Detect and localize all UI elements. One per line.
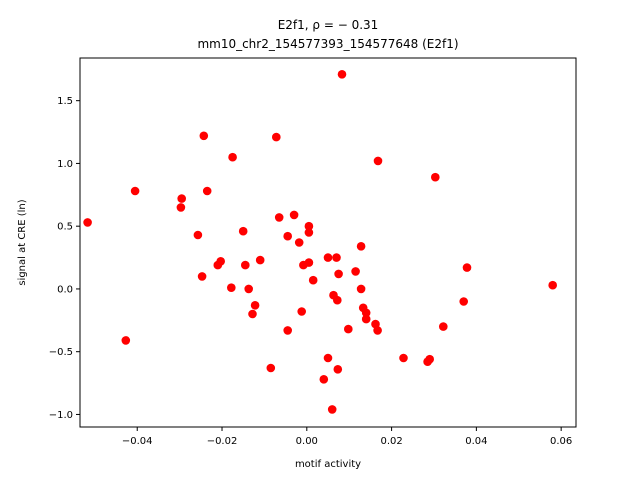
y-tick-label: −1.0 — [49, 410, 73, 421]
data-point-57 — [459, 297, 469, 306]
data-point-28 — [304, 258, 314, 267]
x-tick-label: −0.02 — [207, 436, 238, 447]
data-point-45 — [356, 284, 366, 294]
data-point-48 — [361, 314, 371, 324]
data-point-40 — [334, 269, 343, 279]
chart-title-line1: E2f1, ρ = − 0.31 — [278, 18, 379, 32]
y-axis-label: signal at CRE (ln) — [17, 199, 28, 285]
x-axis-ticks: −0.04 −0.02 0.00 0.02 0.04 0.06 — [122, 427, 572, 447]
data-point-56 — [439, 322, 448, 331]
y-axis-ticks: −1.0 −0.5 0.0 0.5 1.0 1.5 — [49, 96, 80, 421]
data-point-32 — [319, 375, 329, 384]
data-point-23 — [283, 231, 293, 241]
x-tick-label: 0.06 — [550, 436, 572, 447]
data-point-33 — [323, 253, 333, 262]
x-tick-label: 0.00 — [296, 436, 318, 447]
y-tick-label: 1.5 — [57, 96, 73, 107]
data-point-4 — [176, 203, 186, 212]
data-point-2 — [130, 186, 140, 196]
data-point-58 — [462, 263, 472, 272]
data-point-43 — [351, 267, 360, 276]
plot-frame — [79, 57, 577, 428]
x-tick-label: 0.02 — [380, 436, 402, 447]
data-point-6 — [197, 272, 207, 281]
data-point-10 — [216, 257, 225, 266]
chart-title-line2: mm10_chr2_154577393_154577648 (E2f1) — [197, 37, 458, 51]
data-point-55 — [431, 172, 440, 182]
data-point-18 — [255, 255, 265, 265]
data-point-52 — [399, 353, 408, 363]
data-point-8 — [202, 186, 212, 196]
data-point-42 — [344, 324, 353, 334]
data-point-50 — [373, 326, 382, 335]
data-point-16 — [248, 309, 257, 319]
data-point-35 — [327, 405, 337, 414]
data-point-31 — [308, 275, 318, 285]
data-point-47 — [361, 308, 371, 318]
data-point-37 — [332, 253, 341, 262]
x-tick-label: −0.04 — [122, 436, 153, 447]
data-point-41 — [337, 70, 347, 79]
data-point-5 — [193, 230, 203, 240]
data-point-44 — [356, 242, 366, 251]
data-points — [83, 70, 557, 414]
data-point-30 — [304, 228, 314, 237]
data-point-21 — [274, 213, 284, 222]
data-point-29 — [304, 221, 314, 231]
y-tick-label: −0.5 — [49, 347, 73, 358]
data-point-11 — [227, 283, 236, 293]
data-point-51 — [373, 156, 383, 166]
data-point-25 — [294, 238, 304, 247]
data-point-0 — [83, 218, 92, 227]
data-point-14 — [241, 260, 250, 270]
data-point-24 — [289, 210, 299, 220]
data-point-34 — [323, 353, 333, 363]
data-point-19 — [266, 363, 276, 373]
data-point-54 — [425, 354, 435, 364]
data-point-17 — [250, 301, 260, 310]
data-point-38 — [333, 295, 342, 305]
y-tick-label: 1.0 — [57, 159, 73, 170]
data-point-26 — [297, 307, 307, 316]
data-point-59 — [548, 280, 557, 290]
data-point-15 — [244, 284, 253, 294]
data-point-13 — [238, 226, 248, 236]
data-point-22 — [283, 326, 293, 335]
data-point-39 — [333, 365, 343, 374]
data-point-20 — [272, 132, 281, 142]
x-axis-label: motif activity — [295, 459, 361, 470]
data-point-1 — [121, 336, 131, 345]
data-point-12 — [228, 152, 237, 162]
y-tick-label: 0.5 — [57, 222, 73, 233]
data-point-3 — [177, 194, 186, 203]
data-point-7 — [199, 131, 209, 141]
y-tick-label: 0.0 — [57, 284, 73, 295]
x-tick-label: 0.04 — [465, 436, 487, 447]
